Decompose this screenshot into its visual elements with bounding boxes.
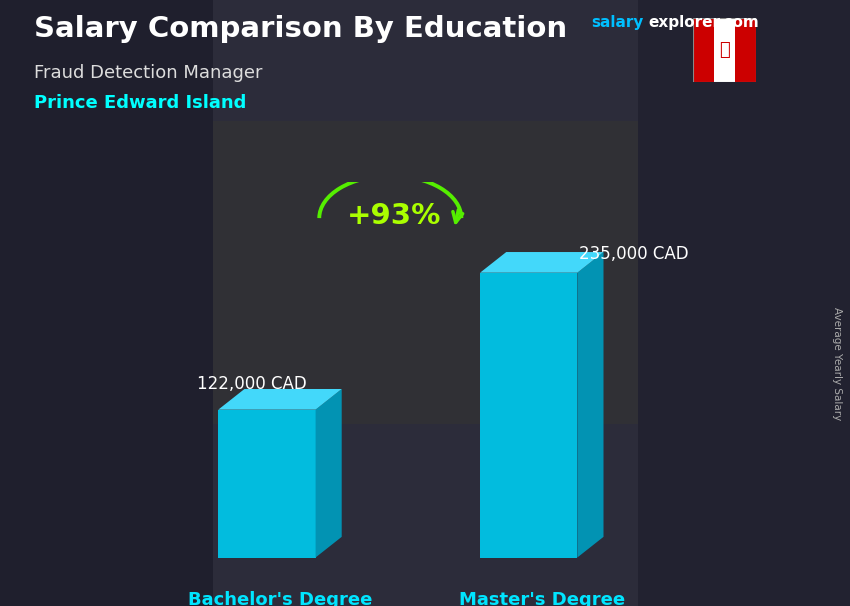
Text: Prince Edward Island: Prince Edward Island [34, 94, 246, 112]
Bar [212, 121, 638, 424]
Text: salary: salary [591, 15, 643, 30]
Text: +93%: +93% [347, 202, 441, 230]
Polygon shape [480, 273, 577, 558]
Text: Fraud Detection Manager: Fraud Detection Manager [34, 64, 263, 82]
Text: 235,000 CAD: 235,000 CAD [579, 245, 688, 263]
Bar [638, 0, 850, 606]
Bar [735, 18, 756, 82]
Text: explorer.com: explorer.com [649, 15, 759, 30]
Text: 122,000 CAD: 122,000 CAD [197, 375, 307, 393]
Polygon shape [315, 389, 342, 558]
Text: Salary Comparison By Education: Salary Comparison By Education [34, 15, 567, 43]
Text: Average Yearly Salary: Average Yearly Salary [832, 307, 842, 420]
Bar [693, 18, 714, 82]
Text: Bachelor's Degree: Bachelor's Degree [188, 591, 372, 606]
Bar [0, 0, 212, 606]
Text: 🍁: 🍁 [719, 41, 730, 59]
Polygon shape [218, 410, 315, 558]
Polygon shape [480, 252, 604, 273]
Polygon shape [577, 252, 604, 558]
Text: Master's Degree: Master's Degree [459, 591, 625, 606]
Bar [714, 18, 735, 82]
Polygon shape [218, 389, 342, 410]
